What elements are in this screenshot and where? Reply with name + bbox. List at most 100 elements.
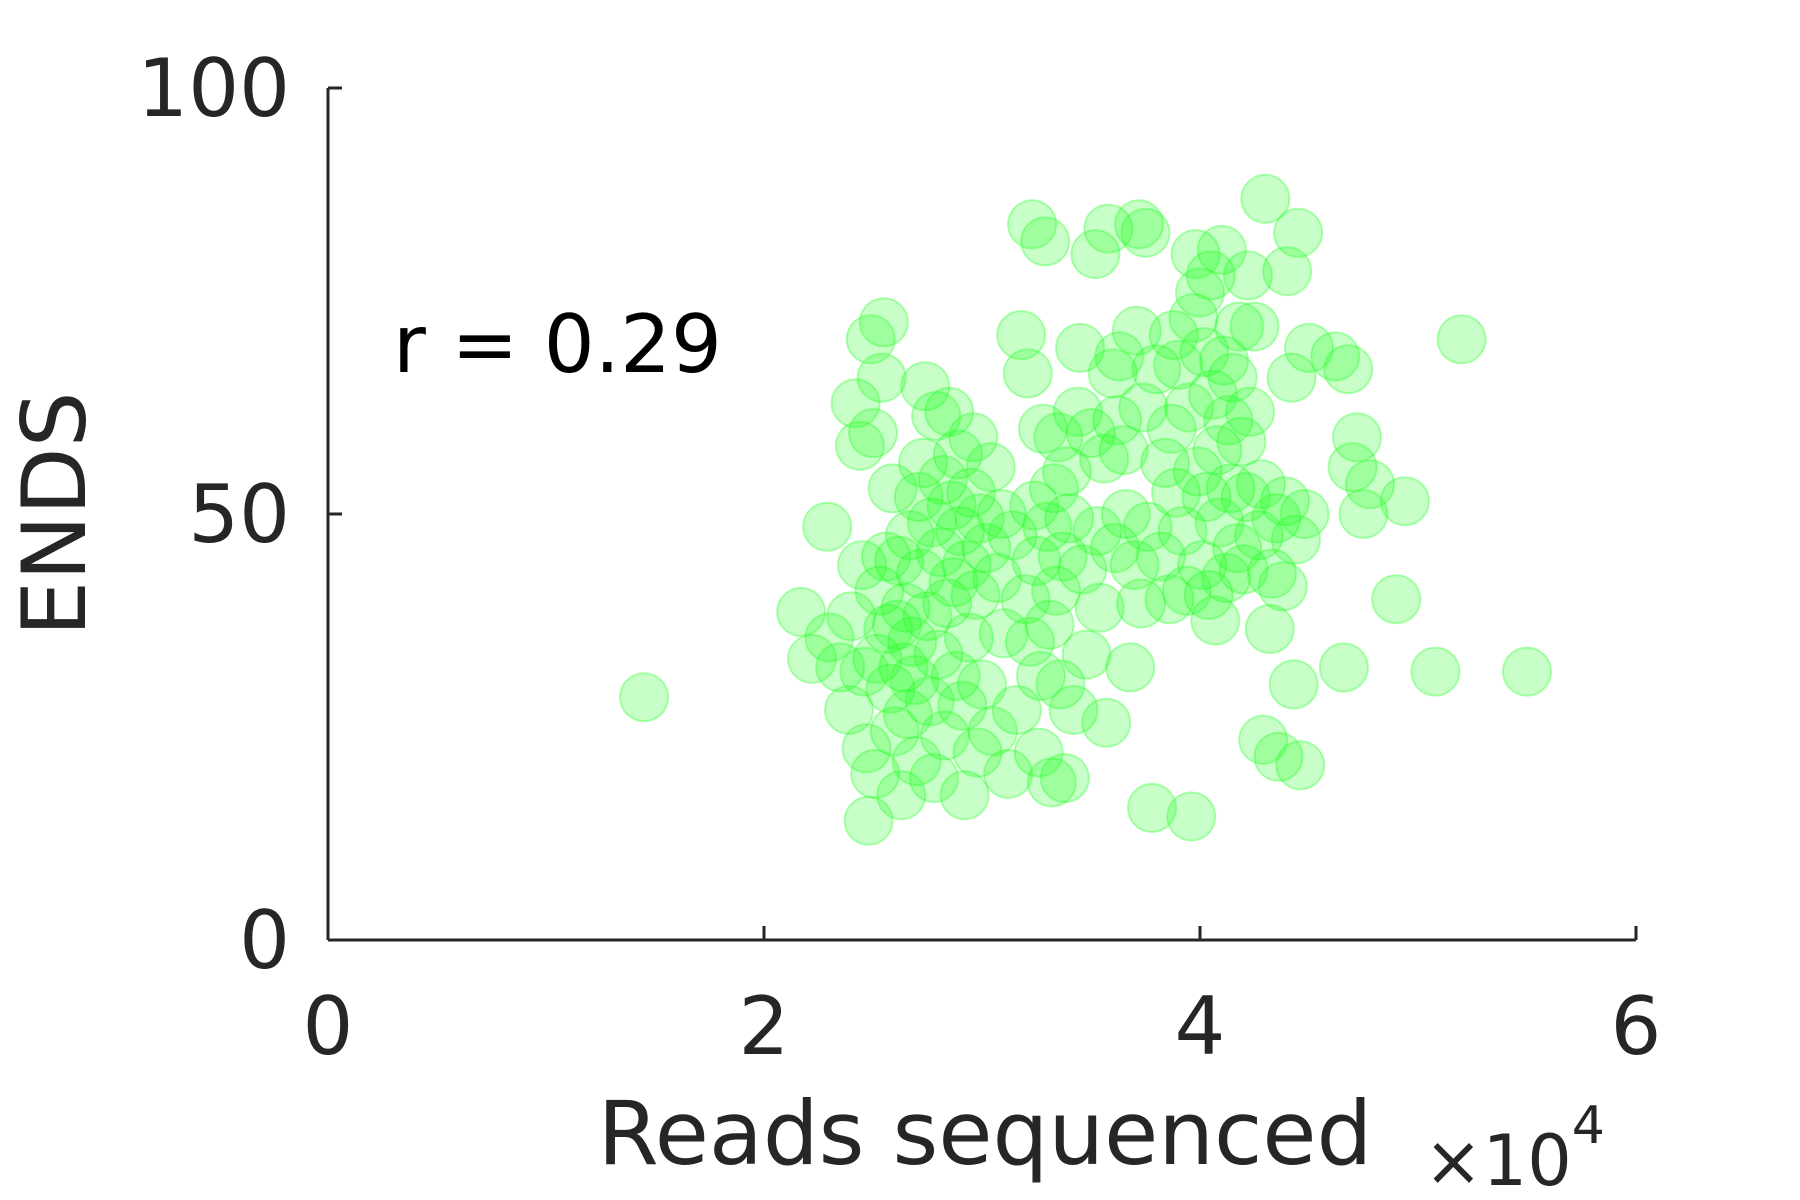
data-point [952,727,1003,778]
data-point [919,710,970,761]
data-point [1207,352,1258,403]
data-point [1185,250,1236,301]
data-point [1371,574,1422,625]
data-point [889,655,940,706]
data-point [928,557,979,608]
x-tick-label: 2 [739,980,790,1073]
y-axis-ticks: 0 50 100 [137,42,342,987]
data-point [1175,267,1225,318]
data-point [1022,501,1073,552]
data-point [904,676,955,727]
data-point [887,616,938,667]
data-point [1192,425,1243,476]
data-point [1052,386,1103,437]
data-point [1218,544,1269,595]
data-point [854,565,905,616]
data-point [839,646,890,697]
data-point [1011,535,1062,586]
data-point [1233,510,1284,561]
data-point [1279,489,1330,539]
data-point [1318,642,1369,693]
data-point [876,770,927,821]
data-point [1196,224,1247,275]
data-point [848,408,898,459]
data-point [852,633,903,684]
data-point [946,467,997,518]
data-point [1220,472,1271,522]
data-point [1183,569,1234,620]
data-point [1118,382,1169,433]
data-point [957,659,1007,710]
data-point [898,437,949,488]
data-point [1105,642,1156,693]
data-point [926,480,977,531]
data-point [1236,459,1286,510]
data-point [1000,574,1051,625]
data-point [1044,493,1095,544]
data-point [1114,199,1164,250]
data-point [1164,382,1215,433]
data-point [1024,599,1075,650]
data-point [967,706,1018,757]
data-point [1262,246,1313,297]
data-point [1087,348,1138,399]
data-point [950,569,1001,620]
data-point [1090,523,1140,574]
data-point [1055,322,1106,373]
data-point [1015,650,1066,701]
data-point [1170,229,1221,280]
data-point [991,685,1042,735]
data-point [924,386,975,437]
data-point [1066,408,1116,459]
data-point [1268,659,1319,710]
data-point [1168,293,1219,343]
data-point [1246,548,1297,599]
data-point [1157,506,1208,556]
data-point [893,472,944,522]
data-point [1181,472,1232,522]
data-point [917,454,968,505]
data-point [1161,565,1212,616]
data-point [1131,344,1182,395]
data-point [935,506,986,556]
data-point [850,748,901,799]
data-point [1323,344,1374,395]
data-point [1148,310,1199,361]
data-point [1216,416,1267,467]
correlation-annotation: r = 0.29 [393,298,722,391]
data-point [1072,506,1123,556]
data-point [1201,552,1252,603]
data-point [902,591,953,642]
data-point [1238,714,1289,765]
data-point [885,510,936,561]
data-point [804,612,855,663]
x-tick-label: 0 [303,980,354,1073]
x-axis-label: Reads sequenced [598,1082,1373,1185]
data-point [1194,497,1245,548]
data-point [872,599,922,650]
data-point [1151,467,1201,518]
y-axis-label: ENDS [3,391,106,636]
data-point [878,642,929,693]
data-point [834,420,885,471]
data-point [913,629,964,680]
data-point [787,633,837,684]
data-point [841,723,892,774]
data-point [1031,565,1082,616]
data-point [909,753,959,804]
data-point [845,314,896,365]
data-point [1028,463,1079,514]
data-point [1035,659,1086,710]
data-point [937,680,988,731]
data-point [906,497,957,548]
data-point [896,548,946,599]
data-point [869,706,920,757]
data-point [837,540,888,591]
data-point [1332,412,1382,463]
data-point [948,412,999,463]
data-point [1002,348,1053,399]
data-point [882,689,933,740]
data-point [856,352,907,403]
data-point [1135,531,1186,582]
